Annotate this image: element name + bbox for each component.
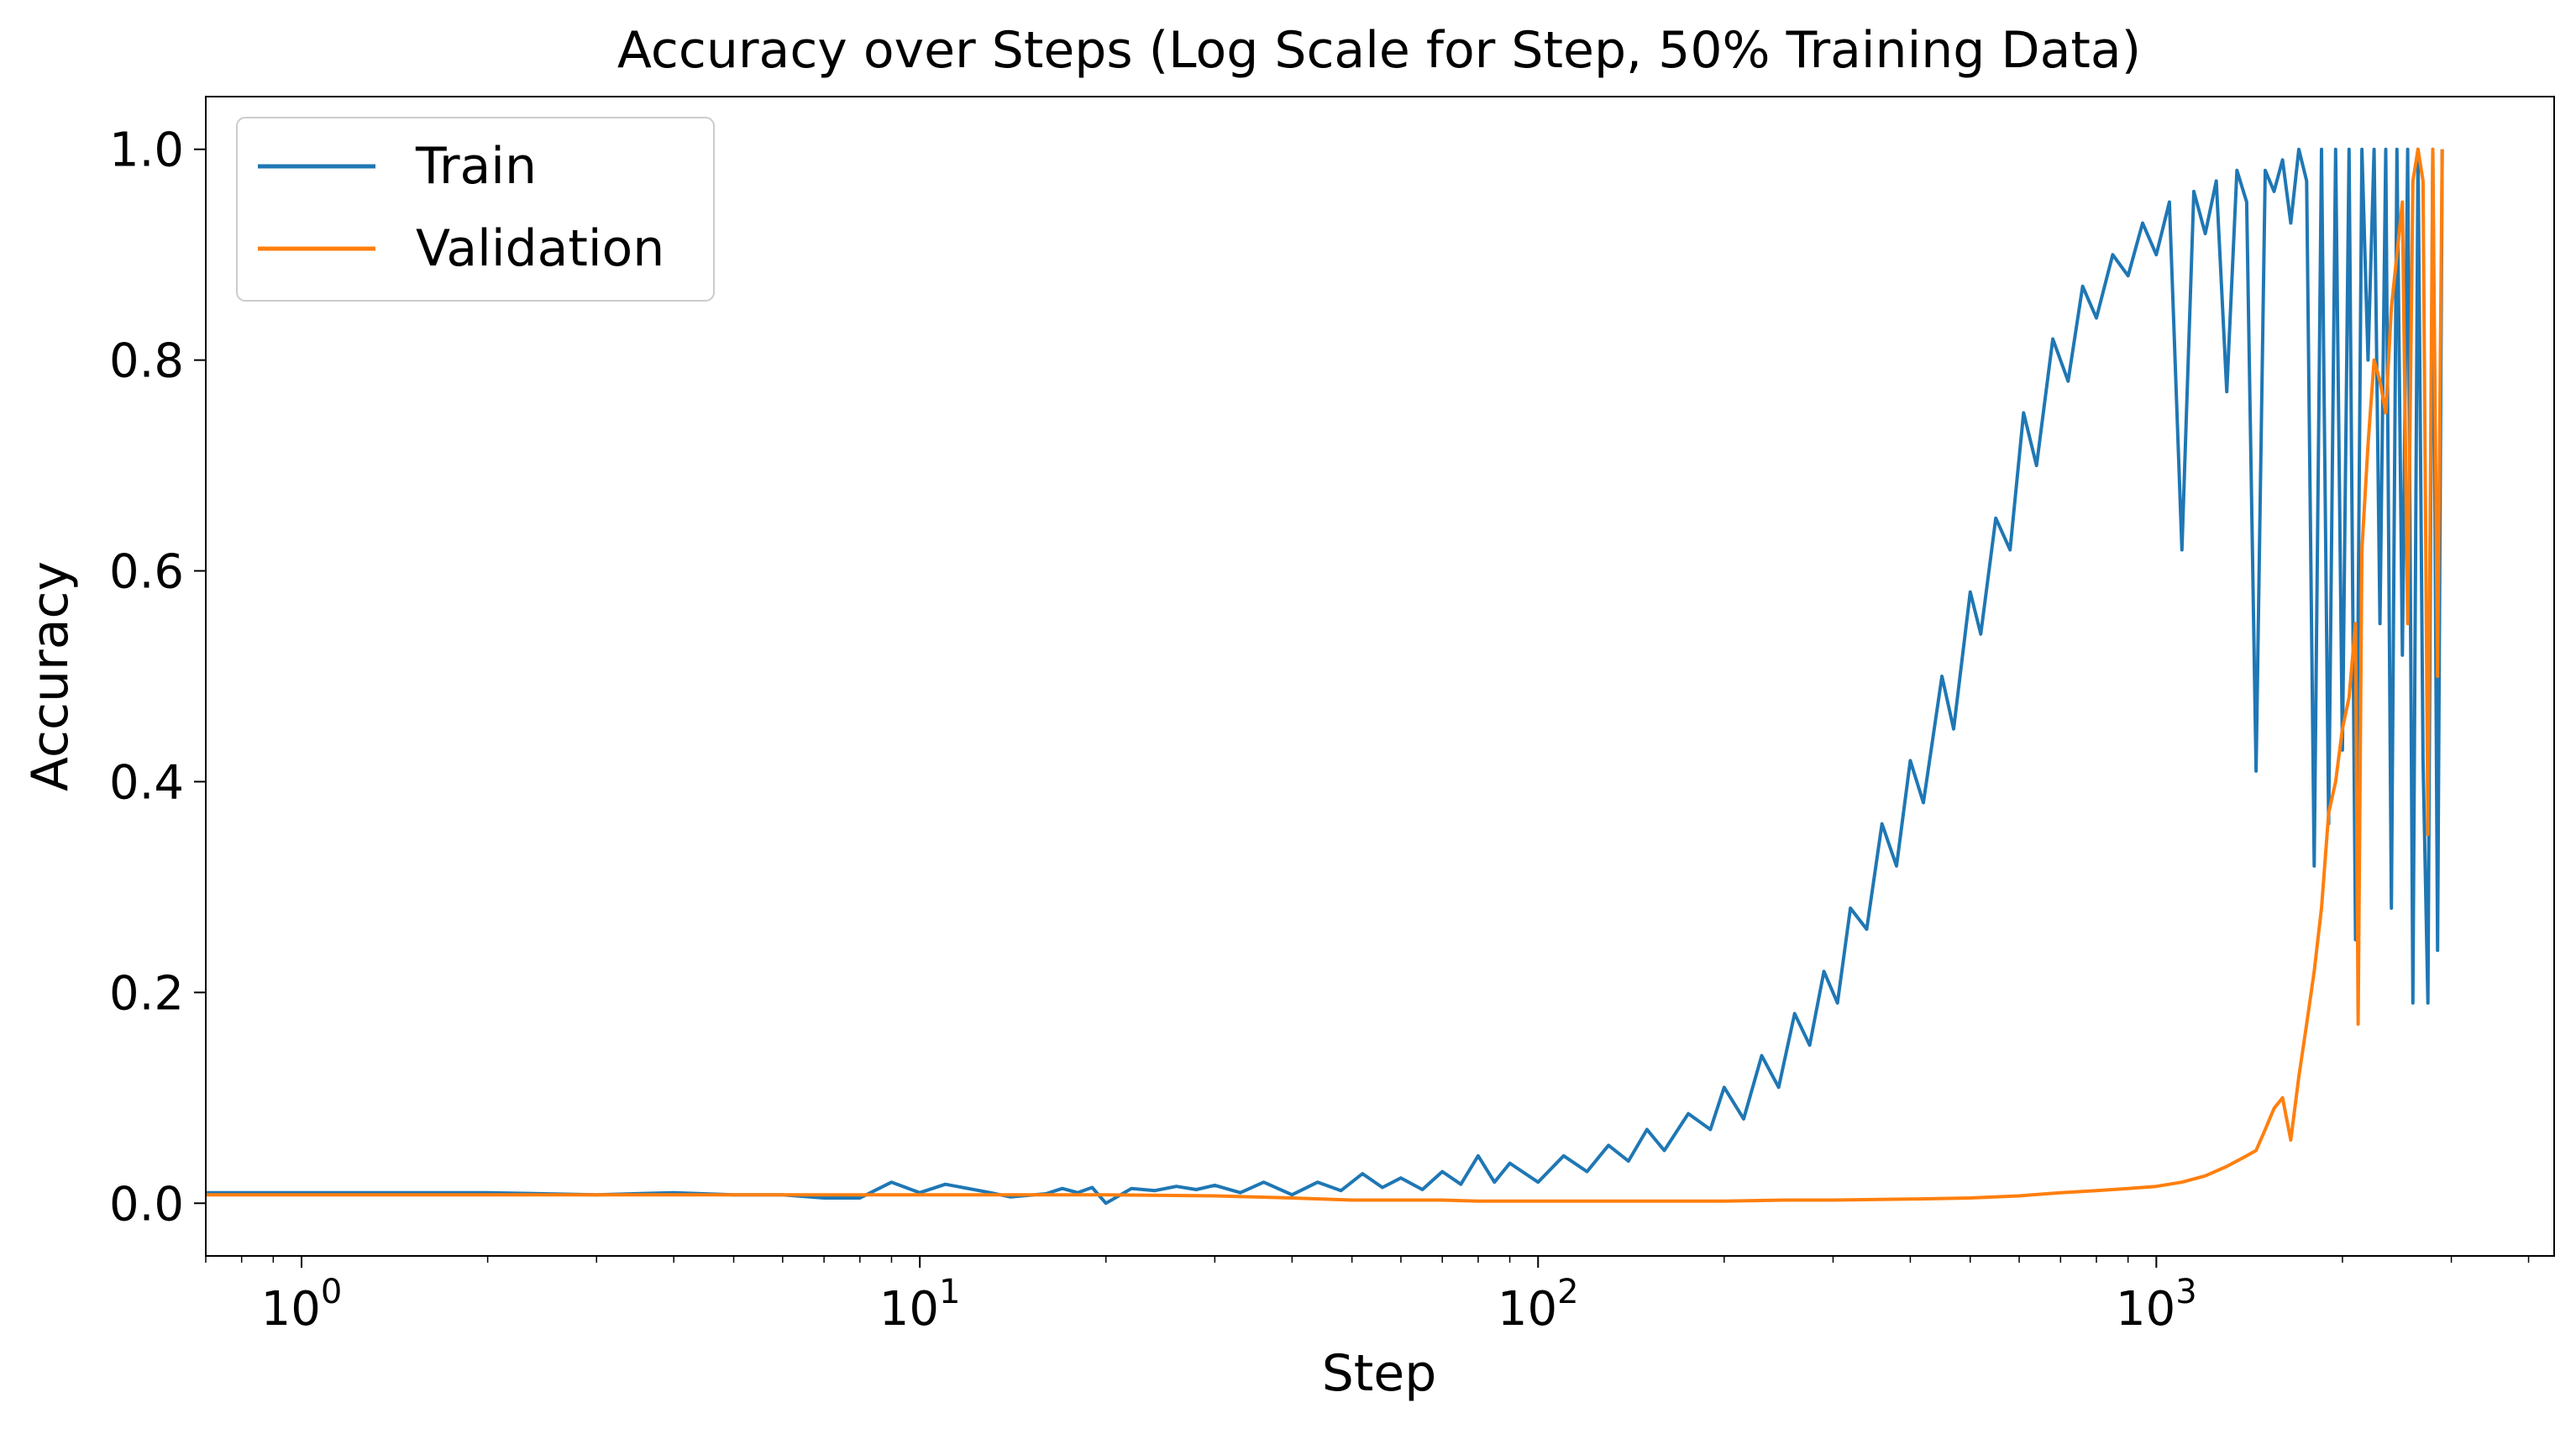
y-tick-label: 0.2 [109,966,184,1021]
legend-label-validation: Validation [416,219,664,278]
series-layer [206,147,2444,1206]
y-axis-label: Accuracy [21,561,80,791]
legend: Train Validation [236,117,715,302]
legend-frame [236,117,715,302]
x-tick-label: 101 [879,1273,961,1337]
x-tick-label: 102 [1498,1273,1579,1337]
y-tick-label: 0.8 [109,334,184,389]
y-tick-label: 0.0 [109,1177,184,1232]
chart-title: Accuracy over Steps (Log Scale for Step,… [617,21,2141,80]
y-tick-label: 1.0 [109,123,184,178]
x-tick-label: 100 [261,1273,343,1337]
legend-label-train: Train [415,137,537,196]
x-axis: 100 101 102 103 [205,1256,2530,1337]
series-line-train [206,147,2444,1206]
series-line-validation [206,147,2444,1203]
y-tick-label: 0.4 [109,755,184,810]
y-tick-label: 0.6 [109,545,184,600]
plot-frame [205,96,2555,1257]
y-axis: 0.0 0.2 0.4 0.6 0.8 1.0 [109,123,206,1232]
x-tick-label: 103 [2116,1273,2197,1337]
x-axis-label: Step [1322,1344,1437,1403]
